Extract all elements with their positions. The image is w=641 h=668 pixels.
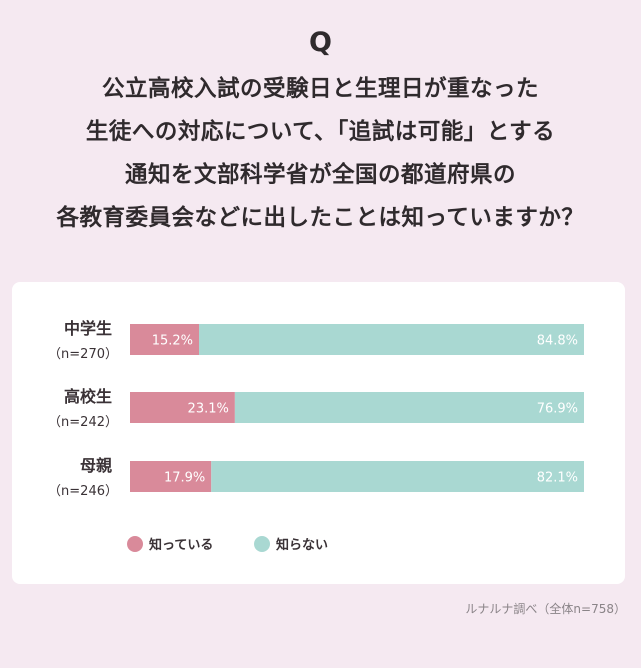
category-n-label: （n=242） (48, 415, 118, 430)
category-n-label: （n=270） (48, 347, 118, 362)
data-label: 84.8% (537, 334, 578, 349)
category-label: 中学生 (64, 319, 112, 338)
category-label: 高校生 (64, 387, 112, 406)
question-mark: Q (309, 27, 332, 58)
data-label: 23.1% (188, 402, 229, 417)
question-line: 公立高校入試の受験日と生理日が重なった (101, 76, 539, 102)
bar-unknown (234, 392, 584, 423)
data-label: 17.9% (164, 471, 205, 486)
question-text: 公立高校入試の受験日と生理日が重なった 生徒への対応について、「追試は可能」とす… (10, 68, 631, 240)
question-line: 通知を文部科学省が全国の都道府県の (124, 162, 516, 188)
data-label: 76.9% (537, 402, 578, 417)
bar-unknown (199, 324, 584, 355)
legend-swatch (254, 536, 270, 552)
legend-label: 知らない (276, 537, 328, 553)
chart-card: 中学生 （n=270） 15.2% 84.8% 高校生 （n=242） 23.1% 76.9%… (12, 282, 625, 584)
question-line: 生徒への対応について、「追試は可能」とする (85, 119, 556, 145)
category-n-label: （n=246） (48, 484, 118, 499)
legend-swatch (127, 536, 143, 552)
source-note: ルナルナ調べ（全体n=758） (465, 602, 626, 616)
bar-known (130, 392, 235, 423)
data-label: 82.1% (537, 471, 578, 486)
category-label: 母親 (80, 456, 112, 475)
data-label: 15.2% (152, 334, 193, 349)
stacked-bar-chart: 中学生 （n=270） 15.2% 84.8% 高校生 （n=242） 23.1% 76.9%… (48, 319, 585, 553)
question-line: 各教育委員会などに出したことは知っていますか？ (56, 205, 585, 231)
legend-label: 知っている (149, 537, 213, 553)
bar-unknown (211, 461, 585, 492)
bar-known (130, 461, 212, 492)
bar-known (130, 324, 200, 355)
